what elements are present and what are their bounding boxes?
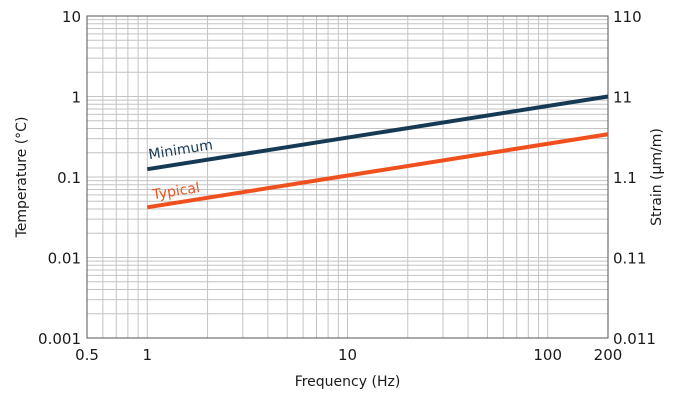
plot-frame (86, 15, 609, 339)
x-tick-labels: 0.5 1 10 100 200 (75, 346, 622, 364)
series-line-minimum (146, 94, 609, 172)
y2-tick-label: 11 (613, 89, 632, 107)
y-tick-label: 0.001 (38, 330, 81, 348)
y2-tick-label: 0.011 (613, 330, 656, 348)
y-axis-title: Temperature (°C) (14, 117, 30, 239)
x-tick-label: 1 (143, 346, 153, 364)
x-tick-label: 0.5 (75, 346, 99, 364)
y-tick-labels: 0.001 0.01 0.1 1 10 (38, 8, 81, 348)
x-axis-title: Frequency (Hz) (295, 374, 401, 390)
y2-tick-label: 110 (613, 8, 642, 26)
series-label-typical: Typical (150, 180, 201, 203)
y2-tick-label: 1.1 (613, 169, 637, 187)
y-tick-label: 0.01 (48, 250, 81, 268)
y2-axis-title: Strain (µm/m) (649, 128, 665, 226)
y2-tick-label: 0.11 (613, 250, 646, 268)
x-tick-label: 10 (338, 346, 357, 364)
y-tick-label: 1 (71, 89, 81, 107)
y2-tick-labels: 0.011 0.11 1.1 11 110 (613, 8, 656, 348)
series-line-typical (146, 132, 609, 210)
x-tick-label: 200 (594, 346, 623, 364)
y-tick-label: 10 (62, 8, 81, 26)
y-tick-label: 0.1 (57, 169, 81, 187)
x-tick-label: 100 (533, 346, 562, 364)
